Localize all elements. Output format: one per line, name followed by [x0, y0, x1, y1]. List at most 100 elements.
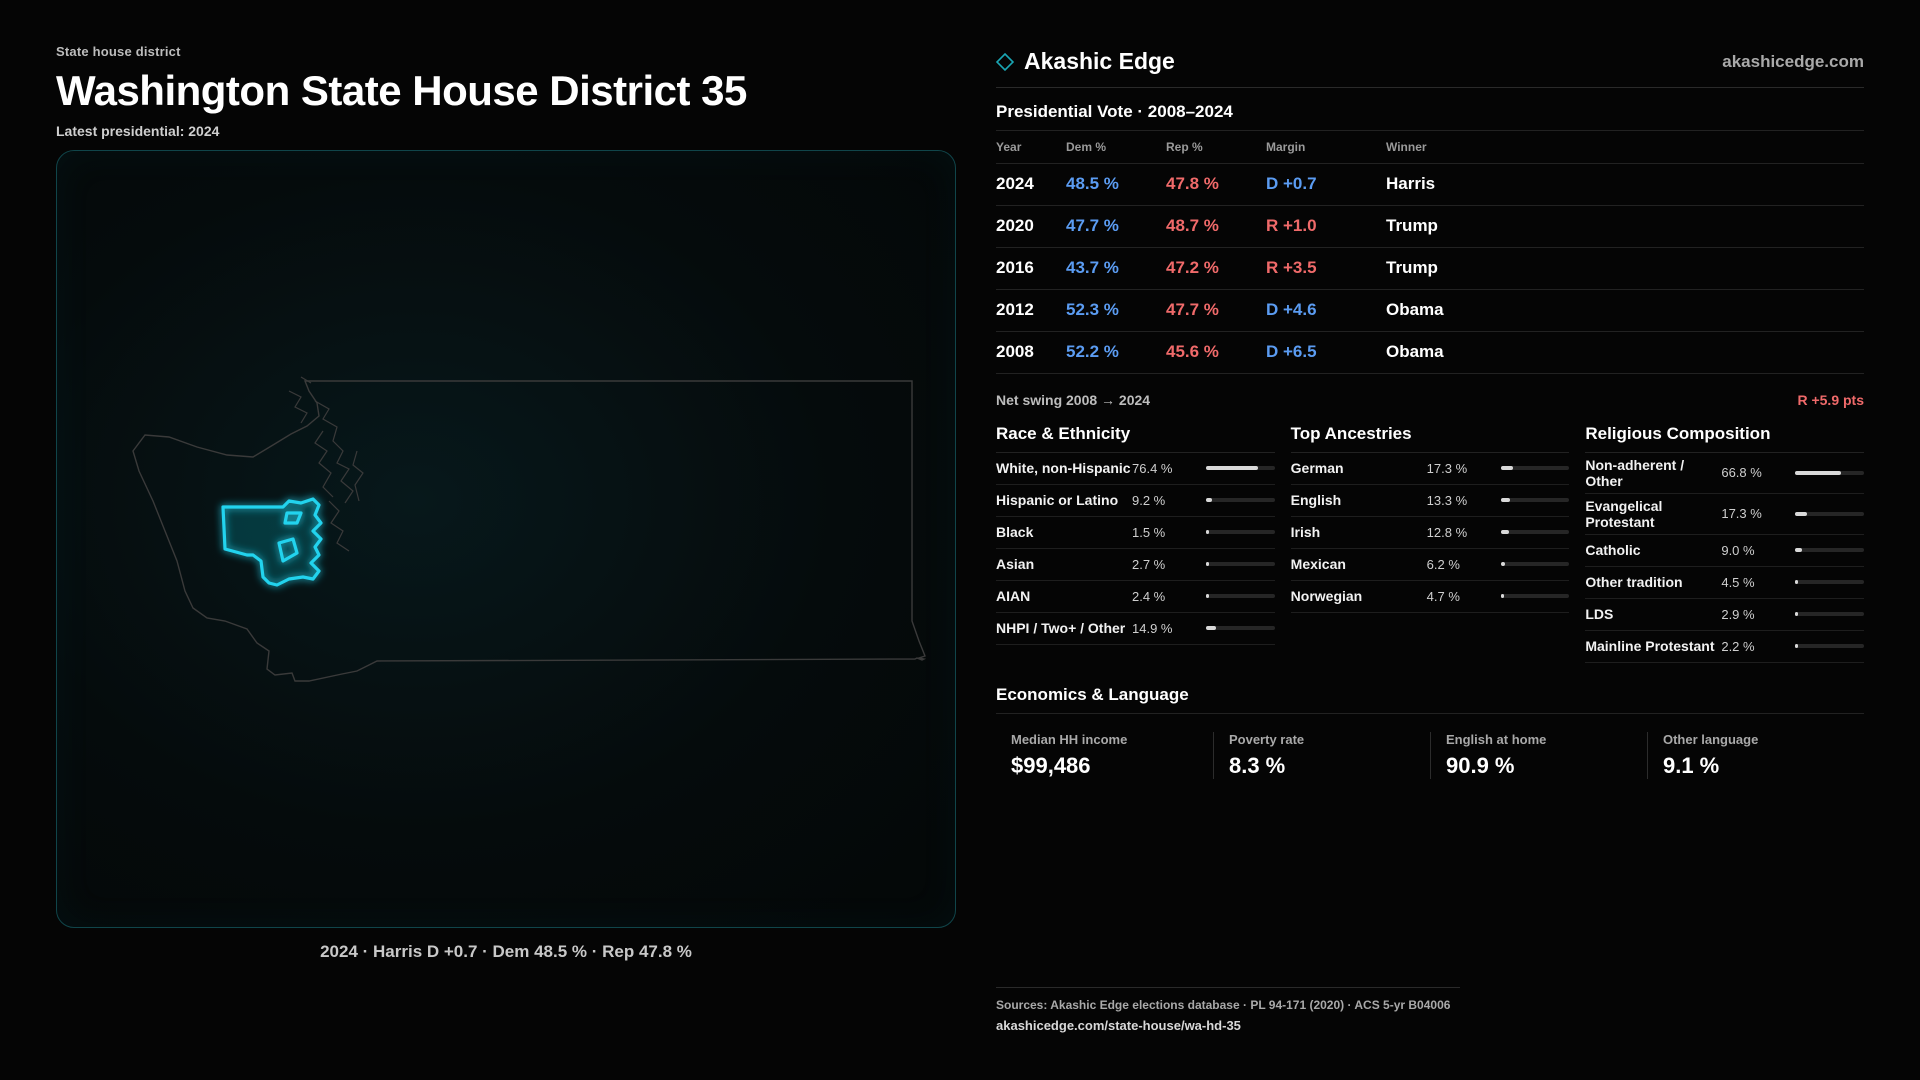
religion-value: 2.2 % [1721, 638, 1755, 654]
vote-row: 2012 52.3 % 47.7 % D +4.6 Obama [996, 289, 1864, 332]
vote-rep: 47.8 % [1166, 163, 1266, 206]
sources-footer: Sources: Akashic Edge elections database… [996, 987, 1460, 1033]
economics-value: 8.3 % [1228, 752, 1286, 778]
religion-value: 66.8 % [1721, 465, 1762, 481]
religion-bar-fill [1795, 612, 1799, 617]
vote-row: 2016 43.7 % 47.2 % R +3.5 Trump [996, 247, 1864, 290]
religion-bar-fill [1795, 511, 1808, 516]
religion-row: Catholic 9.0 % [1585, 535, 1865, 567]
religion-value: 2.9 % [1721, 606, 1755, 622]
vote-year: 2016 [996, 247, 1066, 290]
vote-rep: 47.7 % [1166, 289, 1266, 332]
ancestry-section: Top Ancestries German 17.3 % English 13.3 %… [1290, 424, 1570, 663]
vote-dem: 47.7 % [1066, 205, 1166, 248]
brand-bar: Akashic Edge akashicedge.com [996, 44, 1864, 88]
economics-cell: Other language 9.1 % [1646, 731, 1864, 779]
race-bar-track [1206, 594, 1275, 598]
ancestry-value: 4.7 % [1426, 588, 1460, 604]
net-swing: Net swing 2008 → 2024 R +5.9 pts [996, 392, 1864, 408]
race-value: 14.9 % [1132, 620, 1173, 636]
race-bar-fill [1206, 498, 1213, 502]
net-swing-label: Net swing 2008 → 2024 [996, 391, 1151, 408]
vote-row: 2024 48.5 % 47.8 % D +0.7 Harris [996, 163, 1864, 206]
vote-table-header: Year Dem % Rep % Margin Winner [996, 131, 1864, 164]
district-map[interactable] [56, 150, 956, 928]
vote-winner: Harris [1386, 163, 1864, 206]
economics-cell: English at home 90.9 % [1429, 731, 1647, 779]
vote-dem: 43.7 % [1066, 247, 1166, 290]
ancestry-bar-fill [1500, 530, 1510, 534]
race-bar-fill [1206, 530, 1209, 534]
ancestry-bar-track [1500, 594, 1570, 598]
race-label: NHPI / Two+ / Other [996, 619, 1126, 636]
vote-dem: 48.5 % [1066, 163, 1166, 206]
religion-value: 9.0 % [1721, 542, 1755, 558]
vote-margin: R +3.5 [1266, 247, 1386, 290]
puget-sound-lines [288, 376, 364, 552]
religion-bar-fill [1795, 644, 1799, 649]
sources-url-link[interactable]: akashicedge.com/state-house/wa-hd-35 [996, 1018, 1241, 1033]
ancestry-value: 17.3 % [1426, 460, 1468, 476]
religion-bar-fill [1795, 580, 1799, 585]
race-row: NHPI / Two+ / Other 14.9 % [996, 613, 1275, 645]
race-value: 76.4 % [1132, 460, 1173, 476]
vote-winner: Trump [1386, 205, 1864, 248]
economics-label: English at home [1445, 731, 1547, 747]
religion-bar-track [1795, 548, 1865, 553]
economics-cell: Poverty rate 8.3 % [1212, 731, 1430, 779]
race-row: Hispanic or Latino 9.2 % [996, 485, 1275, 517]
race-bar-track [1206, 466, 1275, 470]
col-winner: Winner [1386, 131, 1864, 164]
race-label: Black [996, 523, 1034, 540]
religion-label: Evangelical Protestant [1585, 497, 1663, 530]
economics-value: 9.1 % [1662, 752, 1720, 778]
race-row: Black 1.5 % [996, 517, 1275, 549]
race-value: 1.5 % [1132, 524, 1166, 540]
brand-url-link[interactable]: akashicedge.com [1722, 51, 1864, 71]
ancestry-label: Mexican [1290, 555, 1346, 572]
religion-section: Religious Composition Non-adherent / Oth… [1585, 424, 1865, 663]
net-swing-value: R +5.9 pts [1797, 391, 1864, 408]
vote-year: 2008 [996, 331, 1066, 374]
vote-margin: D +4.6 [1266, 289, 1386, 332]
race-bar-fill [1206, 562, 1209, 566]
religion-bar-fill [1795, 470, 1842, 475]
vote-dem: 52.3 % [1066, 289, 1166, 332]
ancestry-label: German [1290, 459, 1344, 476]
economics-label: Median HH income [1011, 731, 1128, 747]
ancestry-label: English [1290, 491, 1342, 508]
ancestry-bar-track [1500, 562, 1570, 566]
col-rep: Rep % [1166, 131, 1266, 164]
vote-year: 2020 [996, 205, 1066, 248]
race-bar-fill [1206, 626, 1217, 630]
race-bar-fill [1206, 594, 1209, 598]
religion-label: Mainline Protestant [1585, 638, 1715, 655]
religion-value: 4.5 % [1721, 574, 1755, 590]
vote-winner: Obama [1386, 289, 1864, 332]
vote-row: 2008 52.2 % 45.6 % D +6.5 Obama [996, 331, 1864, 374]
vote-row: 2020 47.7 % 48.7 % R +1.0 Trump [996, 205, 1864, 248]
religion-bar-track [1795, 612, 1865, 617]
religion-bar-track [1795, 511, 1865, 516]
ancestry-title: Top Ancestries [1290, 424, 1570, 453]
religion-label: Catholic [1585, 542, 1641, 559]
race-label: Hispanic or Latino [996, 491, 1119, 508]
economics-row: Median HH income $99,486 Poverty rate 8.3 %… [996, 731, 1864, 779]
religion-row: Other tradition 4.5 % [1585, 567, 1865, 599]
religion-bar-track [1795, 580, 1865, 585]
ancestry-bar-track [1500, 466, 1570, 470]
col-dem: Dem % [1066, 131, 1166, 164]
race-label: Asian [996, 555, 1035, 572]
map-caption: 2024 · Harris D +0.7 · Dem 48.5 % · Rep … [320, 942, 692, 961]
state-map-svg [132, 376, 927, 682]
race-title: Race & Ethnicity [996, 424, 1275, 453]
vote-dem: 52.2 % [1066, 331, 1166, 374]
ancestry-row: Irish 12.8 % [1290, 517, 1570, 549]
vote-margin: R +1.0 [1266, 205, 1386, 248]
ancestry-row: English 13.3 % [1290, 485, 1570, 517]
district-35-shape[interactable] [221, 497, 323, 587]
ancestry-label: Norwegian [1290, 587, 1363, 604]
religion-bar-track [1795, 470, 1865, 475]
race-bar-track [1206, 530, 1275, 534]
state-outline [132, 380, 927, 682]
